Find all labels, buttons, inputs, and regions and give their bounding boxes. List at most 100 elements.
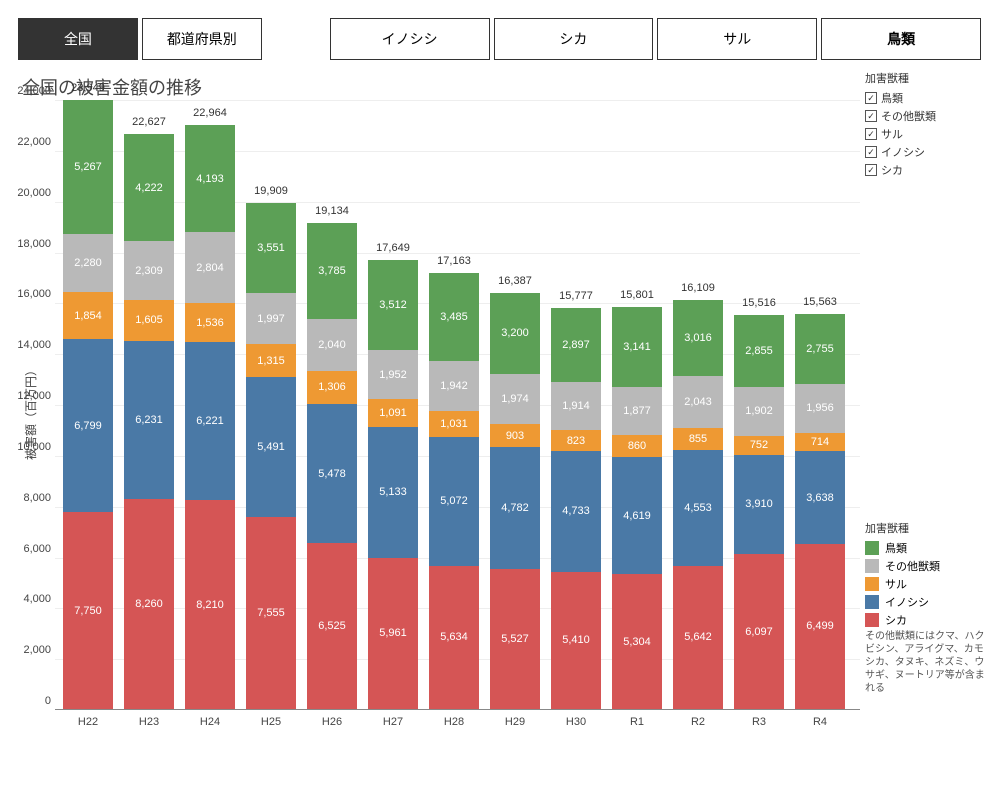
bar-segment: 2,309 (124, 241, 174, 300)
legend-colors: 加害獣種 鳥類その他獣類サルイノシシシカ (865, 520, 985, 630)
bar-column[interactable]: 15,5636,4993,6387141,9562,755 (795, 314, 845, 709)
tab-chorui[interactable]: 鳥類 (821, 18, 981, 60)
bar-column[interactable]: 22,6278,2606,2311,6052,3094,222 (124, 134, 174, 709)
chart-title: 全国の被害金額の推移 (22, 74, 981, 100)
bar-column[interactable]: 19,1346,5255,4781,3062,0403,785 (307, 223, 357, 709)
bar-segment: 4,193 (185, 125, 235, 232)
bar-column[interactable]: 23,9497,7506,7991,8542,2805,267 (63, 100, 113, 709)
bar-segment: 5,267 (63, 100, 113, 234)
bar-segment: 2,755 (795, 314, 845, 384)
page: 全国 都道府県別 イノシシ シカ サル 鳥類 全国の被害金額の推移 被害額（百万… (0, 0, 999, 799)
legend-checkbox-item[interactable]: ✓ シカ (865, 162, 985, 178)
bar-segment: 5,961 (368, 558, 418, 710)
bar-column[interactable]: 17,1635,6345,0721,0311,9423,485 (429, 273, 479, 709)
legend-color-label: サル (885, 576, 907, 592)
y-tick: 22,000 (17, 136, 51, 166)
tab-bar: 全国 都道府県別 イノシシ シカ サル 鳥類 (18, 18, 981, 60)
color-swatch (865, 559, 879, 573)
bar-segment: 855 (673, 428, 723, 450)
bar-segment: 6,097 (734, 554, 784, 709)
bar-segment: 1,942 (429, 361, 479, 410)
bar-segment: 1,956 (795, 384, 845, 434)
bar-segment: 5,133 (368, 427, 418, 557)
x-label: H25 (246, 716, 296, 728)
bar-segment: 5,634 (429, 566, 479, 709)
bar-segment: 3,910 (734, 455, 784, 554)
legend-color-label: その他獣類 (885, 558, 940, 574)
legend-color-list: 鳥類その他獣類サルイノシシシカ (865, 540, 985, 628)
tab-shika[interactable]: シカ (494, 18, 654, 60)
legend-checkbox-item[interactable]: ✓サル (865, 126, 985, 142)
bar-segment: 3,785 (307, 223, 357, 319)
bar-segment: 1,306 (307, 371, 357, 404)
bar-segment: 1,902 (734, 387, 784, 435)
bar-segment: 8,260 (124, 499, 174, 709)
bar-segment: 752 (734, 436, 784, 455)
bar-segment: 4,733 (551, 451, 601, 571)
checkbox-icon: ✓ (865, 110, 877, 122)
bar-segment: 5,304 (612, 574, 662, 709)
y-tick: 24,000 (17, 85, 51, 115)
x-label: R3 (734, 716, 784, 728)
y-axis: 02,0004,0006,0008,00010,00012,00014,0001… (0, 100, 55, 740)
bar-segment: 3,200 (490, 293, 540, 374)
bar-segment: 5,410 (551, 572, 601, 710)
bar-segment: 823 (551, 430, 601, 451)
bar-segment: 5,072 (429, 437, 479, 566)
bar-segment: 2,897 (551, 308, 601, 382)
legend-checkbox-item[interactable]: ✓鳥類 (865, 90, 985, 106)
y-tick: 6,000 (23, 543, 51, 573)
bar-column[interactable]: 19,9097,5555,4911,3151,9973,551 (246, 203, 296, 709)
bar-segment: 2,855 (734, 315, 784, 388)
bar-segment: 903 (490, 424, 540, 447)
legend-checkbox-item[interactable]: ✓その他獣類 (865, 108, 985, 124)
x-label: H26 (307, 716, 357, 728)
bar-segment: 6,525 (307, 543, 357, 709)
bar-column[interactable]: 22,9648,2106,2211,5362,8044,193 (185, 125, 235, 709)
tab-inoshishi[interactable]: イノシシ (330, 18, 490, 60)
legend-color-label: イノシシ (885, 594, 929, 610)
x-label: H24 (185, 716, 235, 728)
bar-total: 19,134 (307, 205, 357, 217)
color-swatch (865, 613, 879, 627)
legend-color-label: シカ (885, 612, 907, 628)
tab-saru[interactable]: サル (657, 18, 817, 60)
tab-zenkoku[interactable]: 全国 (18, 18, 138, 60)
bar-column[interactable]: 16,1095,6424,5538552,0433,016 (673, 300, 723, 709)
bar-column[interactable]: 16,3875,5274,7829031,9743,200 (490, 293, 540, 709)
bar-segment: 6,221 (185, 342, 235, 500)
legend-checkbox-item[interactable]: ✓イノシシ (865, 144, 985, 160)
bar-segment: 6,231 (124, 341, 174, 499)
y-tick: 20,000 (17, 187, 51, 217)
legend-color-item: イノシシ (865, 594, 985, 610)
color-swatch (865, 541, 879, 555)
y-tick: 0 (45, 695, 51, 725)
bar-column[interactable]: 15,7775,4104,7338231,9142,897 (551, 308, 601, 709)
bar-total: 15,777 (551, 290, 601, 302)
x-label: H29 (490, 716, 540, 728)
x-label: H27 (368, 716, 418, 728)
legend-color-item: シカ (865, 612, 985, 628)
legend-color-item: サル (865, 576, 985, 592)
plot-area: 23,9497,7506,7991,8542,2805,26722,6278,2… (55, 100, 860, 710)
legend-checkbox-label: シカ (881, 162, 903, 178)
bar-segment: 1,854 (63, 292, 113, 339)
bar-segment: 4,553 (673, 450, 723, 566)
x-label: R4 (795, 716, 845, 728)
bar-segment: 860 (612, 435, 662, 457)
bar-segment: 5,642 (673, 566, 723, 709)
bar-segment: 3,551 (246, 203, 296, 293)
checkbox-icon: ✓ (865, 146, 877, 158)
bar-column[interactable]: 15,5166,0973,9107521,9022,855 (734, 315, 784, 709)
bar-segment: 8,210 (185, 500, 235, 709)
x-label: R1 (612, 716, 662, 728)
bar-column[interactable]: 15,8015,3044,6198601,8773,141 (612, 307, 662, 709)
legend-color-item: その他獣類 (865, 558, 985, 574)
bar-segment: 3,638 (795, 451, 845, 543)
checkbox-icon: ✓ (865, 164, 877, 176)
bar-segment: 714 (795, 433, 845, 451)
bar-total: 17,163 (429, 255, 479, 267)
bar-column[interactable]: 17,6495,9615,1331,0911,9523,512 (368, 260, 418, 709)
y-tick: 2,000 (23, 644, 51, 674)
tab-prefectures[interactable]: 都道府県別 (142, 18, 262, 60)
